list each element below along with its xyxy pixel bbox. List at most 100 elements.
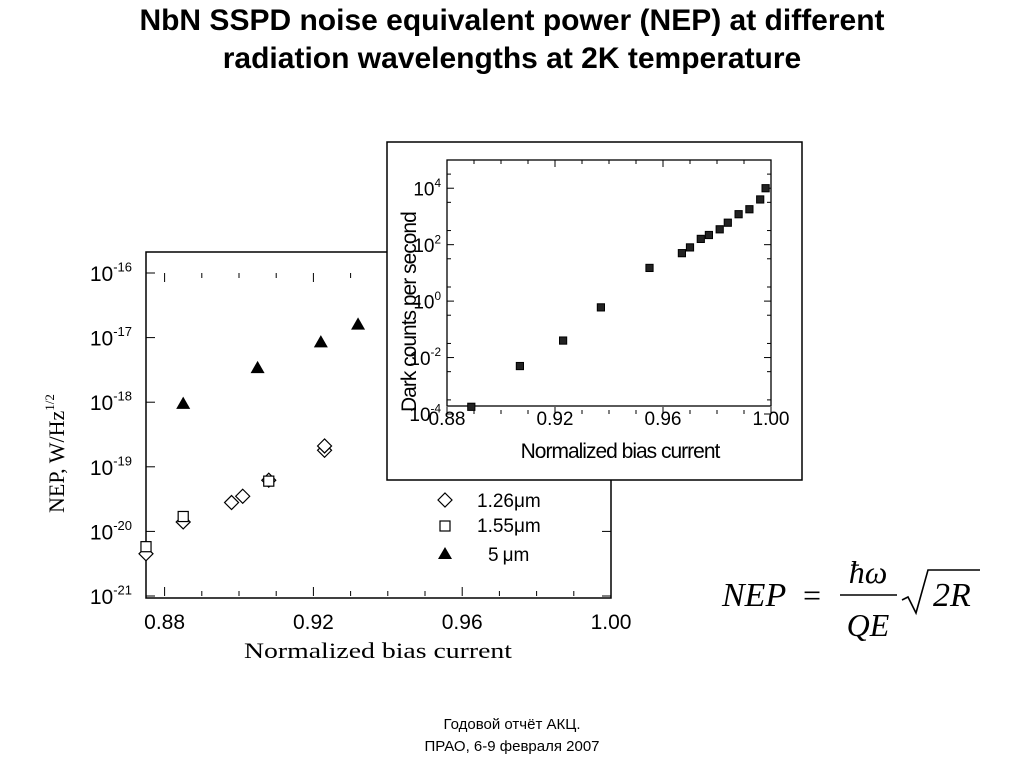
- inset-x-axis-label: Normalized bias current: [521, 440, 721, 463]
- y-tick-label-exp: -20: [113, 518, 132, 533]
- legend-entry-3: 5 μm: [488, 545, 529, 566]
- y-tick-label: 10-4: [409, 403, 441, 427]
- y-tick-label: 10-18: [90, 389, 132, 415]
- y-tick-label-base: 10: [90, 521, 113, 544]
- nep-y-axis-label-text: NEP, W/Hz: [44, 411, 69, 513]
- data-point-filled-square: [677, 249, 686, 258]
- y-tick-label-base: 10: [409, 349, 430, 370]
- formula-numerator: ħω: [849, 554, 888, 590]
- legend-entry-2-unit: μm: [514, 516, 541, 537]
- nep-data-points: [138, 317, 366, 562]
- nep-y-axis-label-sup: 1/2: [42, 394, 57, 411]
- data-point-diamond: [223, 494, 240, 511]
- formula-denominator: QE: [847, 607, 890, 643]
- y-tick-label: 10-21: [90, 583, 132, 609]
- data-point-filled-square: [696, 234, 705, 244]
- data-point-triangle: [176, 396, 191, 409]
- data-point-square: [140, 541, 152, 553]
- data-point-filled-square: [559, 336, 568, 345]
- legend-square-marker: [439, 520, 451, 532]
- x-tick-label: 1.00: [753, 409, 790, 430]
- legend-entry-1-unit: μm: [514, 491, 541, 512]
- y-tick-label-exp: -17: [113, 324, 132, 339]
- legend-entry-3-value: 5: [488, 545, 499, 566]
- y-tick-label-base: 10: [90, 263, 113, 286]
- y-tick-label-exp: -16: [113, 260, 132, 275]
- slide-title-line-1: NbN SSPD noise equivalent power (NEP) at…: [139, 4, 885, 37]
- data-point-diamond: [316, 438, 333, 454]
- data-point-filled-square: [685, 243, 695, 252]
- data-point-filled-square: [756, 195, 765, 204]
- legend-diamond-marker: [437, 492, 453, 508]
- legend-entry-1-value: 1.26: [477, 491, 514, 512]
- x-tick-label: 0.88: [144, 611, 185, 634]
- y-tick-label: 104: [413, 177, 441, 201]
- x-tick-label: 0.92: [537, 409, 574, 430]
- formula-radicand: 2R: [933, 577, 971, 614]
- nep-x-axis-label: Normalized bias current: [244, 638, 512, 663]
- footer-line-2: ПРАО, 6-9 февраля 2007: [424, 738, 600, 755]
- y-tick-label: 10-17: [90, 324, 132, 350]
- y-tick-label: 10-2: [409, 346, 441, 370]
- y-tick-label-exp: 4: [434, 177, 441, 190]
- y-tick-label-base: 10: [413, 236, 434, 257]
- data-point-filled-square: [715, 225, 724, 234]
- y-tick-label: 10-16: [90, 260, 132, 286]
- legend-entry-2: 1.55μm: [477, 516, 541, 537]
- data-point-filled-square: [467, 402, 476, 411]
- x-tick-label: 0.96: [645, 409, 682, 430]
- data-point-filled-square: [596, 303, 605, 312]
- y-tick-label-base: 10: [90, 457, 113, 480]
- legend-triangle-marker: [438, 547, 452, 559]
- y-tick-label-base: 10: [413, 292, 434, 313]
- footer: Годовой отчёт АКЦ. ПРАО, 6-9 февраля 200…: [0, 714, 1024, 758]
- data-point-filled-square: [704, 230, 713, 240]
- data-point-square: [177, 510, 189, 523]
- inset-axis-ticks: [446, 160, 772, 415]
- x-tick-label: 1.00: [591, 611, 632, 634]
- data-point-triangle: [351, 317, 366, 330]
- data-point-triangle: [313, 335, 328, 348]
- data-point-square: [263, 475, 275, 487]
- y-tick-label: 100: [413, 290, 441, 314]
- slide-title: NbN SSPD noise equivalent power (NEP) at…: [0, 2, 1024, 78]
- data-point-triangle: [250, 360, 265, 374]
- y-tick-label-exp: 0: [434, 290, 441, 303]
- y-tick-label-exp: -18: [113, 389, 132, 404]
- y-tick-label-base: 10: [90, 392, 113, 415]
- x-tick-label: 0.88: [429, 409, 466, 430]
- y-tick-label-exp: -21: [113, 583, 132, 598]
- inset-y-axis-label: Dark counts per second: [398, 212, 421, 412]
- y-tick-label-exp: -4: [431, 403, 442, 416]
- footer-line-1: Годовой отчёт АКЦ.: [443, 716, 581, 733]
- y-tick-label-base: 10: [90, 328, 113, 351]
- y-tick-label: 102: [413, 233, 441, 257]
- y-tick-label-base: 10: [409, 405, 430, 426]
- data-point-filled-square: [515, 361, 524, 371]
- y-tick-label: 10-20: [90, 518, 132, 544]
- data-point-filled-square: [645, 263, 654, 273]
- formula-sqrt-sign: [901, 569, 980, 616]
- inset-data-points: [467, 184, 770, 411]
- x-tick-label: 0.92: [293, 611, 334, 634]
- formula-equals: =: [803, 577, 821, 613]
- nep-legend: 1.26μm 1.55μm 5 μm: [437, 491, 541, 566]
- inset-x-tick-labels: 0.88 0.92 0.96 1.00: [429, 409, 790, 430]
- legend-entry-1: 1.26μm: [477, 491, 541, 512]
- data-point-filled-square: [745, 205, 754, 214]
- y-tick-label-exp: 2: [434, 233, 441, 246]
- data-point-filled-square: [761, 184, 770, 193]
- inset-plot-frame: [446, 159, 772, 407]
- nep-x-tick-labels: 0.88 0.92 0.96 1.00: [144, 611, 631, 634]
- legend-entry-2-value: 1.55: [477, 516, 514, 537]
- y-tick-label: 10-19: [90, 453, 132, 479]
- data-point-filled-square: [734, 210, 743, 219]
- y-tick-label-base: 10: [413, 179, 434, 200]
- slide-title-line-2: radiation wavelengths at 2K temperature: [222, 42, 802, 75]
- nep-formula: NEP = ħω QE 2R: [721, 554, 980, 643]
- legend-entry-3-unit: μm: [503, 545, 530, 566]
- formula-lhs: NEP: [721, 577, 786, 614]
